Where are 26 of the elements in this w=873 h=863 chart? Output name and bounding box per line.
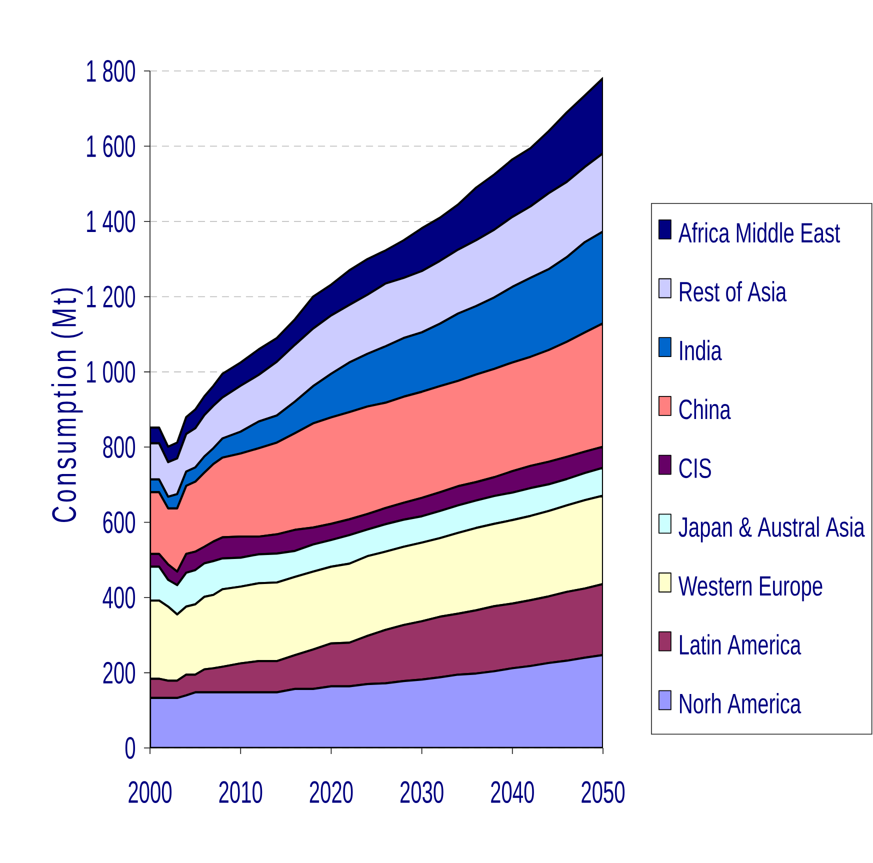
y-tick-label: 0 bbox=[125, 737, 136, 759]
y-tick-label: 1 600 bbox=[87, 135, 135, 158]
legend-label: Rest of Asia bbox=[680, 281, 787, 302]
x-tick-label: 2010 bbox=[219, 781, 262, 804]
y-tick-label: 1 400 bbox=[87, 210, 135, 232]
legend-label: India bbox=[680, 340, 722, 360]
y-tick-label: 800 bbox=[103, 436, 136, 458]
legend-label: Western Europe bbox=[678, 576, 822, 602]
x-tick-label: 2020 bbox=[310, 781, 353, 804]
x-tick-label: 2040 bbox=[491, 781, 534, 804]
legend-label: Norh America bbox=[680, 693, 802, 714]
x-tick-label: 2050 bbox=[582, 781, 625, 804]
legend-label: CIS bbox=[679, 458, 711, 478]
legend-label: Japan & Austral Asia bbox=[678, 516, 865, 542]
y-axis-title: Consumption (Mt) bbox=[51, 288, 83, 522]
y-tick-label: 400 bbox=[102, 586, 136, 608]
y-tick-label: 600 bbox=[103, 511, 136, 534]
y-tick-label: 200 bbox=[103, 662, 136, 684]
legend-label: Africa Middle East bbox=[678, 222, 840, 243]
legend-label: Latin America bbox=[680, 634, 802, 655]
y-tick-label: 1 800 bbox=[87, 60, 135, 82]
y-tick-label: 1 000 bbox=[87, 360, 135, 383]
legend-label: China bbox=[679, 398, 731, 420]
x-tick-label: 2000 bbox=[128, 781, 172, 804]
y-tick-label: 1 200 bbox=[87, 286, 135, 308]
x-tick-label: 2030 bbox=[400, 781, 444, 804]
